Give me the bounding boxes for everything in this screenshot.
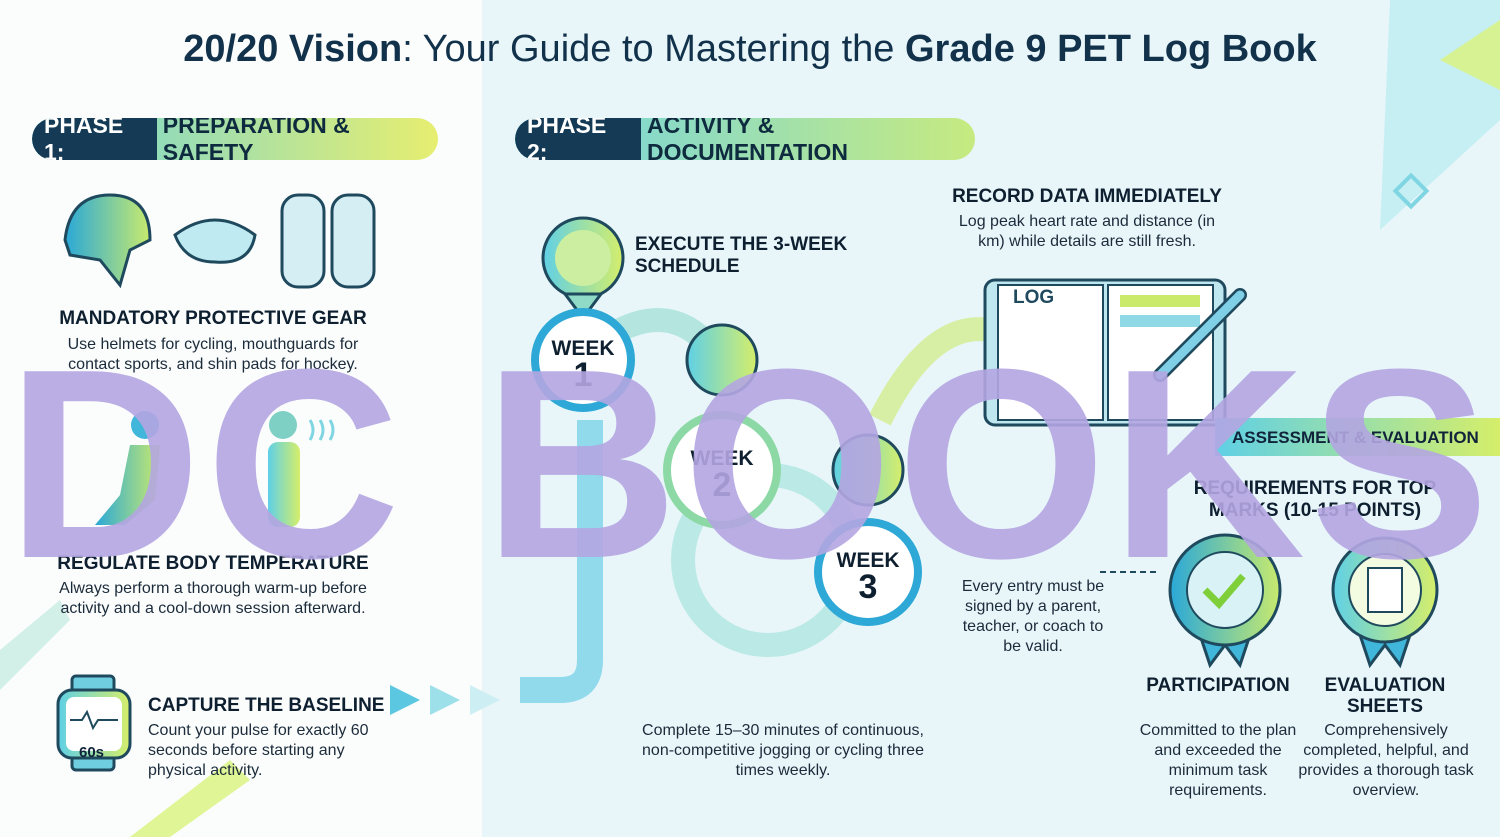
week-badge: WEEK 2 <box>672 446 772 504</box>
section-text: Comprehensively completed, helpful, and … <box>1298 722 1474 799</box>
banner: ASSESSMENT & EVALUATION <box>1232 428 1479 447</box>
phase-name: ACTIVITY & DOCUMENTATION <box>646 118 848 160</box>
section-heading: REQUIREMENTS FOR TOP MARKS (10-15 POINTS… <box>1193 478 1437 521</box>
section-text: Count your pulse for exactly 60 seconds … <box>148 722 369 779</box>
section-text: Complete 15–30 minutes of continuous, no… <box>642 722 924 779</box>
section-heading: RECORD DATA IMMEDIATELY <box>952 186 1222 207</box>
phase-label: PHASE 1: <box>32 118 157 160</box>
section-heading: PARTICIPATION <box>1146 675 1290 696</box>
watch-label: 60s <box>79 744 105 761</box>
week-label: WEEK <box>836 549 900 572</box>
section-text: Committed to the plan and exceeded the m… <box>1139 722 1297 799</box>
section-text: Every entry must be signed by a parent, … <box>961 578 1105 655</box>
week-label: WEEK <box>690 447 754 470</box>
section-heading: CAPTURE THE BASELINE <box>148 695 385 716</box>
week-number: 2 <box>712 466 732 504</box>
week-number: 3 <box>858 568 878 606</box>
week-badge: WEEK 1 <box>533 336 633 394</box>
phase-name: PREPARATION & SAFETY <box>162 118 350 160</box>
page-title: 20/20 Vision: Your Guide to Mastering th… <box>0 28 1500 71</box>
section-text: Log peak heart rate and distance (in km)… <box>958 213 1216 250</box>
week-number: 1 <box>573 356 593 394</box>
section-text: Use helmets for cycling, mouthguards for… <box>67 336 359 373</box>
book-label: LOG <box>1013 287 1055 308</box>
section-heading: EXECUTE THE 3-WEEK SCHEDULE <box>635 234 848 277</box>
phase-pill: PHASE 2: ACTIVITY & DOCUMENTATION <box>515 118 975 160</box>
title-lead: 20/20 Vision <box>183 28 403 70</box>
watermark: DC BOOKS <box>6 314 1494 615</box>
section-heading: REGULATE BODY TEMPERATURE <box>57 553 369 574</box>
section-heading: MANDATORY PROTECTIVE GEAR <box>59 308 367 329</box>
title-middle: : Your Guide to Mastering the <box>402 28 905 70</box>
phase-label: PHASE 2: <box>515 118 641 160</box>
title-tail: Grade 9 PET Log Book <box>905 28 1317 70</box>
week-label: WEEK <box>551 337 615 360</box>
section-text: Always perform a thorough warm-up before… <box>59 580 367 617</box>
week-badge: WEEK 3 <box>818 548 918 606</box>
phase-pill: PHASE 1: PREPARATION & SAFETY <box>32 118 438 160</box>
section-heading: EVALUATION SHEETS <box>1324 675 1446 717</box>
